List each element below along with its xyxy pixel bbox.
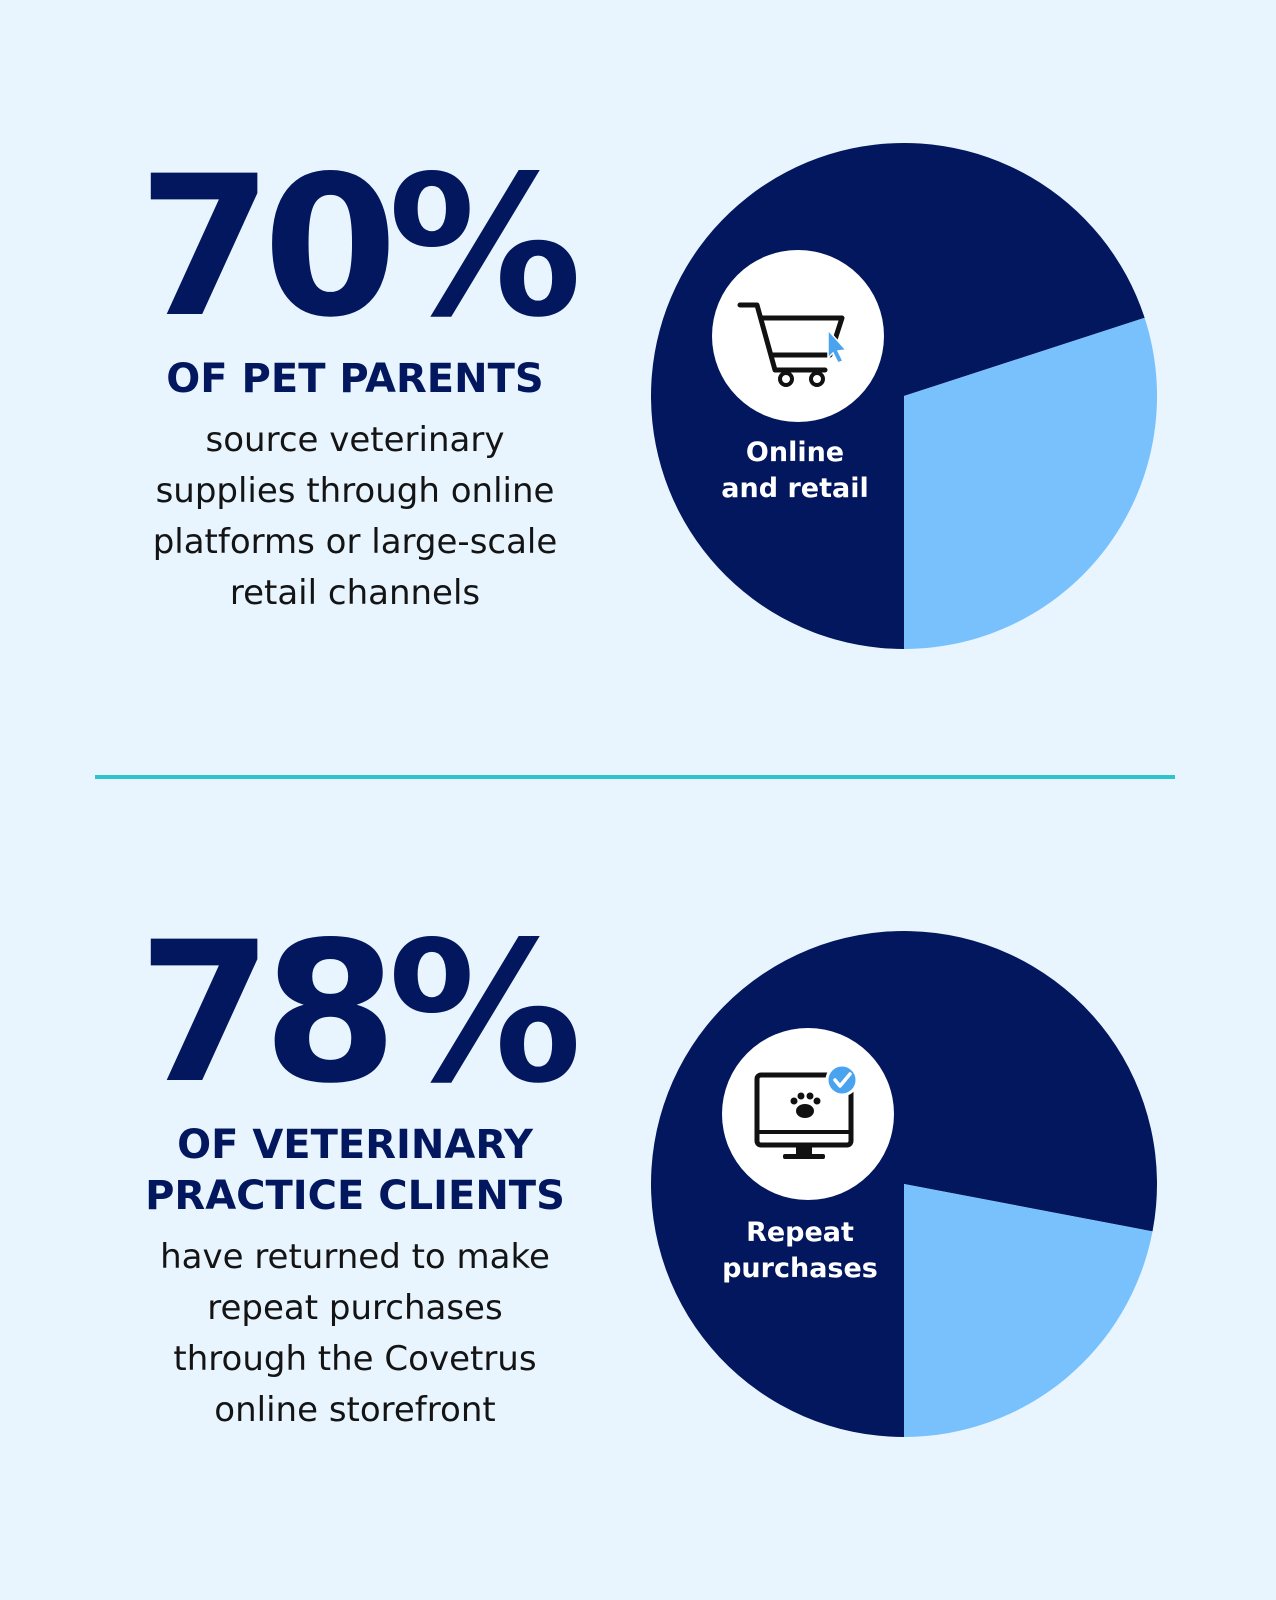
stat-description-line: retail channels — [229, 573, 481, 613]
pie-center-label: Repeat — [746, 1217, 854, 1248]
pie-center-label: purchases — [722, 1253, 878, 1284]
section-divider — [95, 775, 1175, 779]
shopping-cart-icon — [737, 302, 848, 387]
pie-chart-repeat-purchases: Repeat purchases — [651, 931, 1158, 1437]
stat-heading: OF VETERINARY PRACTICE CLIENTS — [60, 1120, 650, 1222]
stat-description-line: repeat purchases — [207, 1288, 503, 1328]
stat-heading: OF PET PARENTS — [60, 354, 650, 405]
stat-description-line: platforms or large-scale — [152, 522, 558, 562]
stat-description: have returned to make repeat purchases t… — [60, 1232, 650, 1436]
pie-center-label: Online — [746, 437, 844, 468]
stat-value: 78% — [137, 900, 582, 1126]
pie-center-label: and retail — [721, 473, 868, 504]
stat-description: source veterinary supplies through onlin… — [60, 415, 650, 619]
icon-circle — [712, 250, 884, 422]
stat-description-line: supplies through online — [155, 471, 555, 511]
stat-description-line: through the Covetrus — [173, 1339, 537, 1379]
stat-description-line: have returned to make — [160, 1237, 550, 1277]
pie-slice-other — [904, 317, 1158, 649]
stat-description-line: online storefront — [214, 1390, 496, 1430]
stat-heading-line: PRACTICE CLIENTS — [145, 1173, 565, 1219]
stat-heading-line: OF VETERINARY — [177, 1122, 533, 1168]
pie-slice-other — [904, 1184, 1153, 1437]
pie-chart-online-retail: Online and retail — [651, 143, 1158, 649]
stat-block-practice-clients: 78% OF VETERINARY PRACTICE CLIENTS have … — [60, 916, 650, 1436]
computer-paw-icon — [754, 1063, 859, 1159]
stat-value: 70% — [137, 134, 582, 360]
stat-block-pet-parents: 70% OF PET PARENTS source veterinary sup… — [60, 150, 650, 619]
stat-description-line: source veterinary — [205, 420, 505, 460]
stat-heading-line: OF PET PARENTS — [166, 356, 544, 402]
